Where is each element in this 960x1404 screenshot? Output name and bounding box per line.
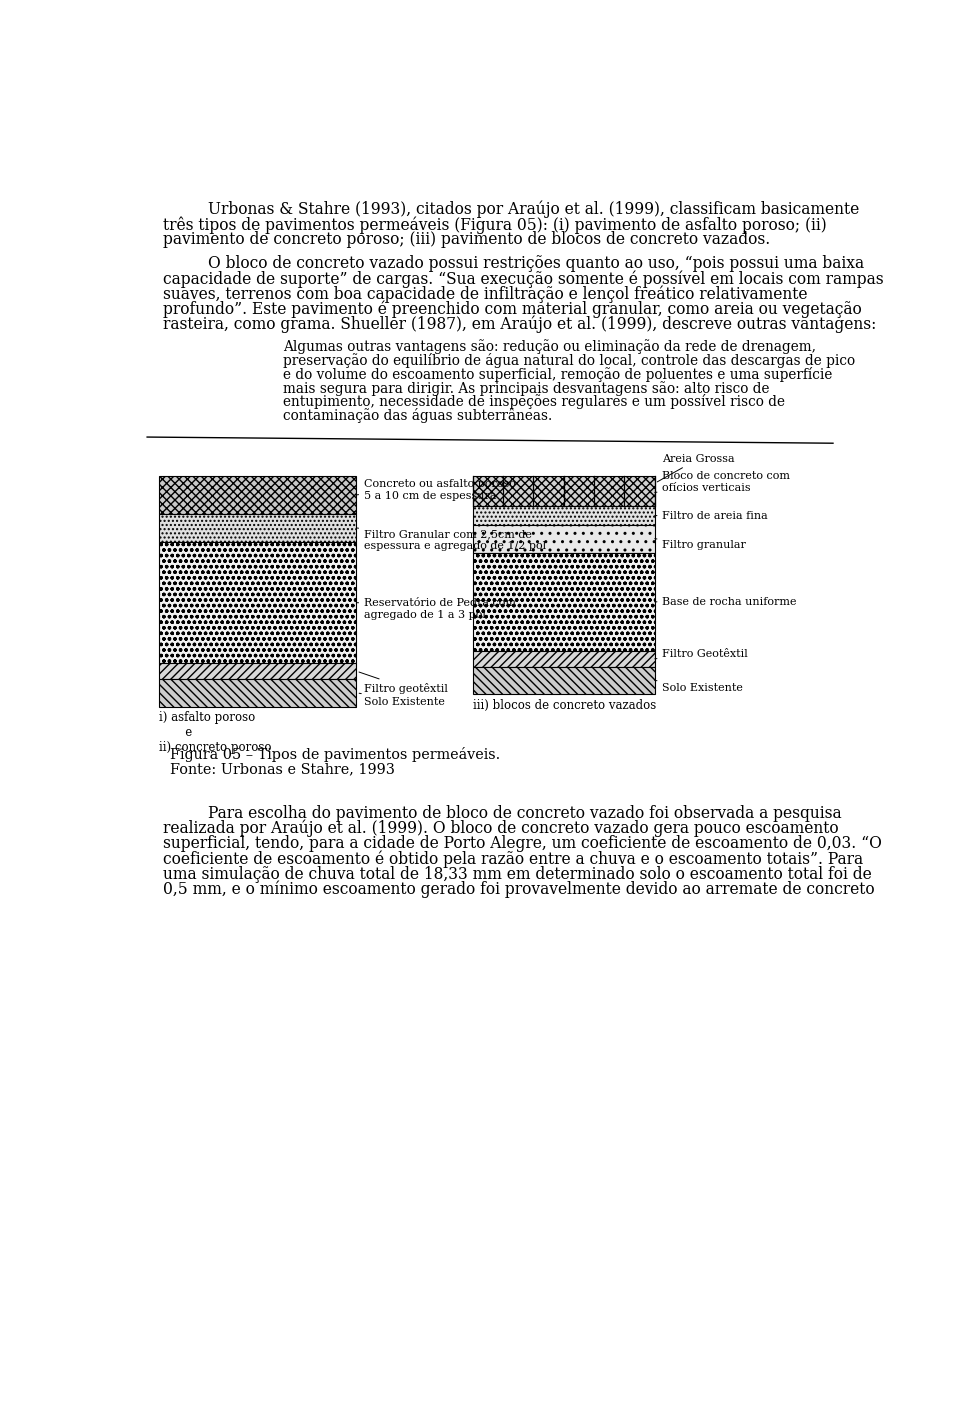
Text: rasteira, como grama. Shueller (1987), em Araújo et al. (1999), descreve outras : rasteira, como grama. Shueller (1987), e… bbox=[162, 316, 876, 333]
Bar bbox=[472, 667, 655, 694]
Text: O bloco de concreto vazado possui restrições quanto ao uso, “pois possui uma bai: O bloco de concreto vazado possui restri… bbox=[207, 256, 864, 272]
Text: i) asfalto poroso
       e
ii) concreto poroso: i) asfalto poroso e ii) concreto poroso bbox=[158, 712, 272, 754]
Text: Concreto ou asfalto poroso
5 a 10 cm de espessura: Concreto ou asfalto poroso 5 a 10 cm de … bbox=[356, 479, 516, 501]
Bar bbox=[158, 680, 356, 706]
Text: 0,5 mm, e o mínimo escoamento gerado foi provavelmente devido ao arremate de con: 0,5 mm, e o mínimo escoamento gerado foi… bbox=[162, 880, 875, 899]
Bar bbox=[472, 525, 655, 553]
Text: Urbonas & Stahre (1993), citados por Araújo et al. (1999), classificam basicamen: Urbonas & Stahre (1993), citados por Ara… bbox=[207, 201, 859, 218]
Text: Para escolha do pavimento de bloco de concreto vazado foi observada a pesquisa: Para escolha do pavimento de bloco de co… bbox=[207, 804, 841, 821]
Text: superficial, tendo, para a cidade de Porto Alegre, um coeficiente de escoamento : superficial, tendo, para a cidade de Por… bbox=[162, 835, 881, 852]
Text: Filtro Granular com 2,5cm de
espessura e agregado de 1/2 pol: Filtro Granular com 2,5cm de espessura e… bbox=[356, 528, 546, 550]
Text: Areia Grossa: Areia Grossa bbox=[658, 453, 735, 482]
Text: capacidade de suporte” de cargas. “Sua execução somente é possível em locais com: capacidade de suporte” de cargas. “Sua e… bbox=[162, 270, 883, 288]
Text: realizada por Araújo et al. (1999). O bloco de concreto vazado gera pouco escoam: realizada por Araújo et al. (1999). O bl… bbox=[162, 820, 838, 837]
Bar bbox=[472, 507, 655, 525]
Text: pavimento de concreto poroso; (iii) pavimento de blocos de concreto vazados.: pavimento de concreto poroso; (iii) pavi… bbox=[162, 232, 770, 249]
Text: Base de rocha uniforme: Base de rocha uniforme bbox=[655, 597, 797, 607]
Text: uma simulação de chuva total de 18,33 mm em determinado solo o escoamento total : uma simulação de chuva total de 18,33 mm… bbox=[162, 865, 872, 883]
Text: Filtro Geotêxtil: Filtro Geotêxtil bbox=[655, 649, 748, 660]
Bar bbox=[158, 542, 356, 664]
Text: três tipos de pavimentos permeáveis (Figura 05): (i) pavimento de asfalto poroso: três tipos de pavimentos permeáveis (Fig… bbox=[162, 216, 827, 233]
Text: Algumas outras vantagens são: redução ou eliminação da rede de drenagem,: Algumas outras vantagens são: redução ou… bbox=[283, 340, 816, 354]
Text: Fonte: Urbonas e Stahre, 1993: Fonte: Urbonas e Stahre, 1993 bbox=[170, 762, 400, 776]
Text: suaves, terrenos com boa capacidade de infiltração e lençol freático relativamen: suaves, terrenos com boa capacidade de i… bbox=[162, 285, 807, 303]
Bar bbox=[472, 553, 655, 651]
Text: entupimento, necessidade de inspeções regulares e um possível risco de: entupimento, necessidade de inspeções re… bbox=[283, 395, 784, 410]
Text: coeficiente de escoamento é obtido pela razão entre a chuva e o escoamento totai: coeficiente de escoamento é obtido pela … bbox=[162, 851, 863, 868]
Text: Solo Existente: Solo Existente bbox=[655, 681, 743, 694]
Text: contaminação das águas subterrâneas.: contaminação das águas subterrâneas. bbox=[283, 409, 552, 423]
Bar bbox=[158, 476, 356, 514]
Bar bbox=[158, 664, 356, 680]
Bar bbox=[472, 651, 655, 667]
Text: Filtro de areia fina: Filtro de areia fina bbox=[655, 511, 768, 521]
Text: e do volume do escoamento superficial, remoção de poluentes e uma superfície: e do volume do escoamento superficial, r… bbox=[283, 366, 832, 382]
Text: Figura 05 – Tipos de pavimentos permeáveis.: Figura 05 – Tipos de pavimentos permeáve… bbox=[170, 747, 500, 761]
Text: Solo Existente: Solo Existente bbox=[359, 694, 445, 708]
Text: Bloco de concreto com
ofícios verticais: Bloco de concreto com ofícios verticais bbox=[655, 470, 790, 493]
Text: profundo”. Este pavimento é preenchido com material granular, como areia ou vege: profundo”. Este pavimento é preenchido c… bbox=[162, 300, 861, 319]
Bar bbox=[158, 514, 356, 542]
Bar bbox=[472, 476, 655, 507]
Text: preservação do equilíbrio de água natural do local, controle das descargas de pi: preservação do equilíbrio de água natura… bbox=[283, 354, 854, 368]
Text: mais segura para dirigir. As principais desvantagens são: alto risco de: mais segura para dirigir. As principais … bbox=[283, 380, 769, 396]
Text: Filtro geotêxtil: Filtro geotêxtil bbox=[359, 673, 448, 694]
Text: Filtro granular: Filtro granular bbox=[655, 539, 746, 550]
Text: iii) blocos de concreto vazados: iii) blocos de concreto vazados bbox=[472, 699, 656, 712]
Text: Reservatório de Pedra com
agregado de 1 a 3 pol: Reservatório de Pedra com agregado de 1 … bbox=[356, 598, 516, 619]
